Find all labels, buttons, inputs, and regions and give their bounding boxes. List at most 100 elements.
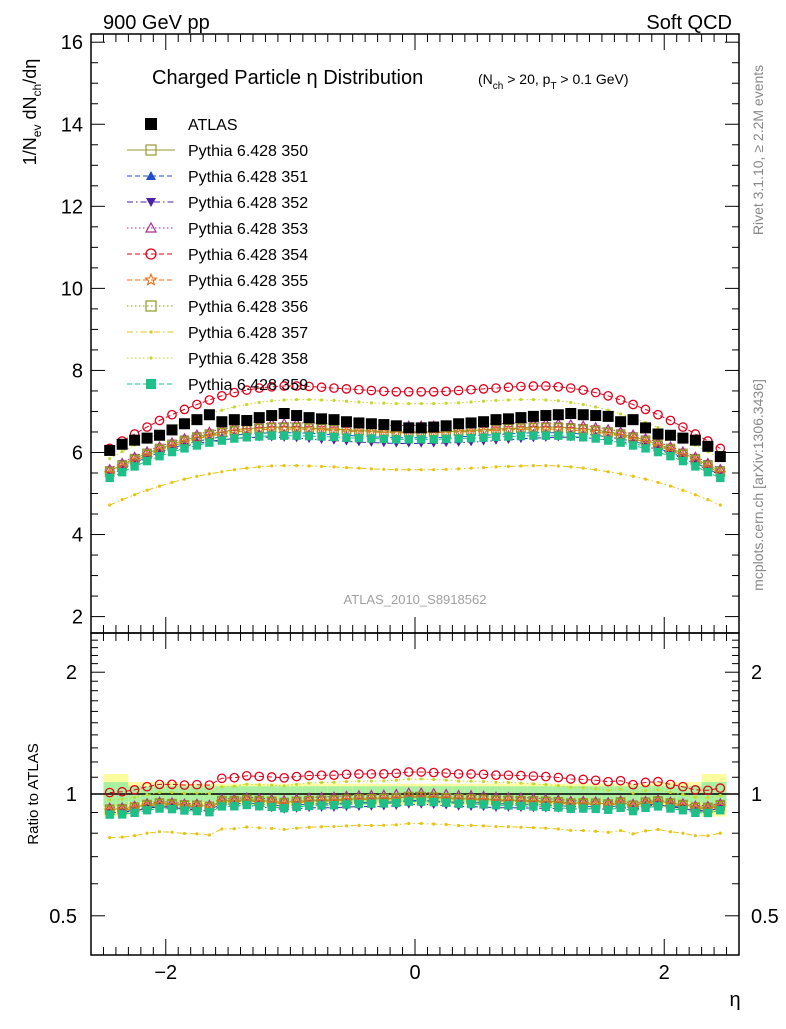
ratio-point bbox=[354, 799, 364, 809]
data-point bbox=[514, 423, 527, 435]
x-tick-label: 2 bbox=[659, 962, 670, 984]
ratio-point bbox=[179, 780, 190, 790]
data-point bbox=[157, 484, 162, 488]
ratio-point bbox=[428, 767, 439, 778]
ratio-point bbox=[529, 802, 538, 811]
ratio-point bbox=[581, 828, 585, 833]
series-line bbox=[109, 385, 721, 449]
ratio-point bbox=[378, 769, 389, 779]
data-point bbox=[278, 408, 290, 420]
data-point bbox=[369, 401, 373, 405]
ratio-point bbox=[528, 792, 539, 803]
ratio-point bbox=[566, 804, 575, 813]
data-point bbox=[643, 477, 648, 481]
data-point bbox=[516, 431, 526, 441]
ratio-point bbox=[207, 791, 211, 796]
series-line bbox=[109, 399, 721, 460]
ratio-point bbox=[357, 823, 361, 828]
data-point bbox=[242, 433, 251, 442]
ratio-y-tick-label: 0.5 bbox=[49, 906, 77, 928]
ratio-point bbox=[706, 796, 710, 800]
data-point bbox=[553, 381, 564, 392]
legend-label: Pythia 6.428 352 bbox=[188, 195, 308, 212]
data-point bbox=[516, 381, 526, 392]
data-point bbox=[344, 466, 349, 470]
ratio-series-group bbox=[103, 767, 727, 840]
data-point bbox=[702, 440, 714, 452]
ratio-point bbox=[142, 781, 152, 792]
ratio-point bbox=[257, 826, 261, 830]
ratio-point bbox=[182, 831, 187, 836]
data-point bbox=[180, 444, 189, 453]
data-point bbox=[519, 464, 523, 468]
data-point bbox=[365, 418, 377, 430]
data-point bbox=[179, 404, 190, 415]
data-point bbox=[304, 431, 314, 441]
data-point bbox=[441, 434, 451, 444]
ratio-point bbox=[145, 792, 149, 797]
data-point bbox=[145, 488, 149, 492]
ratio-point bbox=[553, 772, 564, 783]
data-point bbox=[590, 387, 601, 398]
data-point bbox=[229, 387, 240, 398]
data-point bbox=[628, 399, 638, 410]
ratio-point bbox=[556, 783, 560, 788]
ratio-point bbox=[681, 831, 685, 835]
ratio-point bbox=[220, 827, 224, 831]
data-point bbox=[254, 383, 265, 393]
ratio-point bbox=[329, 801, 339, 810]
ratio-series-p357 bbox=[108, 821, 722, 840]
data-point bbox=[627, 414, 639, 426]
ratio-point bbox=[653, 776, 663, 787]
ratio-point bbox=[503, 770, 514, 781]
ratio-point bbox=[129, 785, 140, 795]
data-point bbox=[706, 498, 710, 502]
data-point bbox=[205, 438, 214, 447]
ratio-series-p358 bbox=[108, 777, 722, 802]
ratio-y-tick-label-right: 0.5 bbox=[751, 906, 779, 928]
data-point bbox=[478, 416, 490, 428]
data-point bbox=[282, 464, 286, 468]
ratio-point bbox=[606, 788, 610, 792]
ratio-y-tick-label-right: 2 bbox=[751, 662, 762, 684]
data-point bbox=[640, 422, 652, 434]
data-point bbox=[105, 473, 114, 483]
data-point bbox=[606, 470, 610, 474]
main-panel: 2 4 6 8 10 12 14 16 Charged Particle η Distribu… bbox=[61, 32, 740, 634]
ratio-point bbox=[205, 807, 214, 817]
ratio-point bbox=[565, 795, 576, 805]
data-point bbox=[203, 409, 215, 421]
ratio-point bbox=[615, 775, 626, 786]
data-point bbox=[192, 441, 202, 450]
data-point bbox=[481, 466, 486, 470]
ratio-point bbox=[329, 770, 339, 781]
main-y-tick-label: 14 bbox=[61, 114, 83, 136]
data-point bbox=[540, 417, 552, 427]
ratio-point bbox=[366, 769, 377, 779]
data-point bbox=[466, 433, 476, 443]
legend-marker bbox=[145, 248, 157, 260]
data-point bbox=[569, 465, 573, 469]
data-point bbox=[317, 432, 326, 441]
ratio-point bbox=[104, 787, 115, 798]
data-point bbox=[203, 429, 216, 442]
data-point bbox=[291, 410, 303, 422]
data-point bbox=[469, 466, 473, 470]
legend-label: Pythia 6.428 357 bbox=[188, 325, 308, 342]
data-point bbox=[541, 431, 551, 440]
ratio-point bbox=[255, 802, 264, 811]
legend-marker bbox=[145, 300, 157, 312]
legend: ATLAS Pythia 6.428 350 Pythia 6.428 351 Pyt… bbox=[127, 117, 308, 394]
data-point bbox=[116, 438, 128, 450]
chart-title: Charged Particle η Distribution bbox=[152, 67, 423, 89]
data-point bbox=[241, 385, 252, 395]
ratio-point bbox=[382, 823, 386, 827]
data-point bbox=[392, 435, 401, 444]
data-point bbox=[329, 432, 339, 442]
ratio-point bbox=[569, 785, 573, 789]
data-point bbox=[428, 386, 439, 397]
ratio-point bbox=[494, 824, 498, 829]
data-point bbox=[628, 441, 638, 450]
ratio-point bbox=[516, 801, 526, 811]
